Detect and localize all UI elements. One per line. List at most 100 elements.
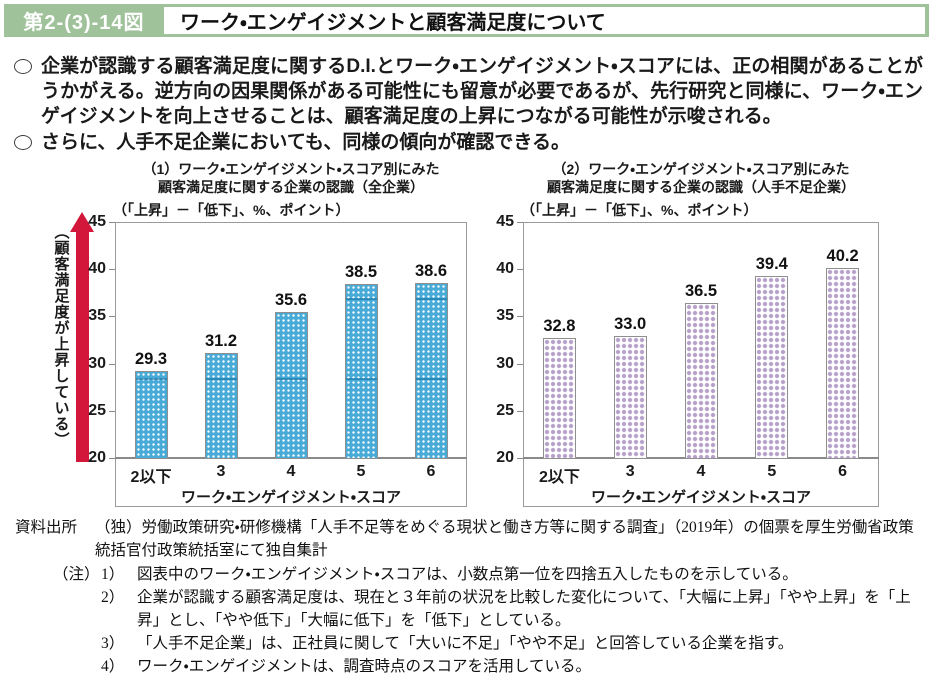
bar-value-label: 40.2: [826, 247, 859, 266]
y-tick-label: 40: [88, 260, 106, 278]
x-axis-title: ワーク・エンゲイジメント・スコア: [181, 489, 401, 506]
axis-unit-label: （「上昇」－「低下」、%、ポイント）: [113, 202, 350, 218]
note-text: 図表中のワーク・エンゲイジメント・スコアは、小数点第一位を四捨五入したものを示し…: [137, 566, 798, 583]
bar-value-label: 38.6: [414, 262, 448, 281]
bar-value-label: 39.4: [755, 254, 788, 273]
note-item: 1） 図表中のワーク・エンゲイジメント・スコアは、小数点第一位を四捨五入したもの…: [101, 563, 925, 586]
note-number: 2）: [101, 589, 125, 606]
y-tick-mark: [517, 222, 523, 223]
y-tick-label: 20: [88, 449, 106, 466]
plot-wrap: 20 25 30 35 40 45 ワーク・エンゲイジメント・スコア 29.3 31.2 35…: [77, 213, 467, 507]
bar-value-label: 29.3: [134, 350, 168, 369]
y-tick-label: 40: [496, 260, 514, 278]
x-axis-title: ワーク・エンゲイジメント・スコア: [591, 489, 811, 506]
plot-wrap: 20 25 30 35 40 45 ワーク・エンゲイジメント・スコア 32.8 33.0 36…: [485, 213, 879, 507]
y-tick-mark: [109, 222, 115, 223]
x-tick-labels: 2以下 3 4 5 6: [524, 463, 878, 487]
x-tick-labels: 2以下 3 4 5 6: [116, 463, 466, 487]
circle-bullet-icon: [14, 135, 32, 150]
y-tick-label: 25: [88, 401, 106, 419]
y-tick-mark: [517, 410, 523, 412]
axis-unit-label: （「上昇」－「低下」、%、ポイント）: [521, 202, 758, 218]
plot-area: ワーク・エンゲイジメント・スコア 29.3 31.2 35.6 38.5 38.6 2以下…: [115, 222, 467, 507]
y-tick-mark: [517, 316, 523, 318]
source-label: 資料出所: [15, 519, 78, 536]
note-item: 3） 「人手不足企業」は、正社員に関して「大いに不足」「やや不足」と回答している…: [101, 632, 925, 655]
notes-list: 1） 図表中のワーク・エンゲイジメント・スコアは、小数点第一位を四捨五入したもの…: [101, 563, 925, 678]
bar-value-label: 31.2: [204, 332, 238, 351]
plot-area: ワーク・エンゲイジメント・スコア 32.8 33.0 36.5 39.4 40.2 2以下…: [523, 222, 879, 507]
source-row: 資料出所 （独）労働政策研究・研修機構「人手不足等をめぐる現状と働き方等に関する…: [15, 516, 925, 562]
bar-value-label: 38.5: [344, 263, 378, 282]
y-tick-mark: [517, 458, 523, 459]
figure-title: ワーク・エンゲイジメントと顧客満足度について: [164, 7, 925, 34]
x-tick-label: 2以下: [130, 469, 172, 486]
bar: [204, 353, 238, 459]
figure-footer: 資料出所 （独）労働政策研究・研修機構「人手不足等をめぐる現状と働き方等に関する…: [15, 516, 925, 678]
chart-all-companies: （1）ワーク・エンゲイジメント・スコア別にみた 顧客満足度に関する企業の認識（全…: [77, 160, 467, 512]
bar: [826, 268, 860, 459]
note-text: 企業が認識する顧客満足度は、現在と３年前の状況を比較した変化について、「大幅に上…: [137, 589, 911, 629]
bar: [274, 311, 308, 459]
y-tick-mark: [109, 458, 115, 459]
x-tick-label: 2以下: [538, 469, 580, 486]
chart-title-line2: 顧客満足度に関する企業の認識（全企業）: [158, 179, 424, 195]
bullet-item: 企業が認識する顧客満足度に関するD.I.とワーク・エンゲイジメント・スコアには、…: [12, 54, 923, 129]
summary-bullets: 企業が認識する顧客満足度に関するD.I.とワーク・エンゲイジメント・スコアには、…: [12, 54, 923, 156]
up-arrow-icon: [76, 230, 89, 462]
bullet-item: さらに、人手不足企業においても、同様の傾向が確認できる。: [12, 130, 923, 155]
bar-value-label: 32.8: [543, 317, 576, 336]
y-axis-direction-label: （顧客満足度が上昇している）: [52, 224, 70, 448]
x-tick-label: 6: [838, 463, 848, 480]
bar: [414, 283, 448, 459]
chart-title-line1: （2）ワーク・エンゲイジメント・スコア別にみた: [552, 161, 850, 177]
bar: [134, 371, 168, 459]
y-tick-label: 30: [496, 354, 514, 372]
y-tick-label: 25: [496, 401, 514, 419]
y-tick-mark: [109, 316, 115, 318]
figure-number-label: 第2-(3)-14図: [23, 12, 145, 34]
x-tick-label: 5: [356, 463, 366, 480]
note-number: 1）: [101, 566, 125, 583]
bar-value-label: 36.5: [684, 282, 718, 301]
y-tick-label: 45: [496, 213, 514, 230]
y-tick-mark: [109, 269, 115, 271]
note-text: ワーク・エンゲイジメントは、調査時点のスコアを活用している。: [137, 658, 591, 675]
notes-label: （注）: [53, 566, 100, 583]
x-tick-label: 6: [426, 463, 436, 480]
bar: [542, 338, 576, 459]
x-tick-label: 5: [767, 463, 777, 480]
bar-value-label: 33.0: [614, 315, 647, 334]
note-text: 「人手不足企業」は、正社員に関して「大いに不足」「やや不足」と回答している企業を…: [137, 635, 794, 652]
bar: [684, 303, 718, 459]
bullet-text: さらに、人手不足企業においても、同様の傾向が確認できる。: [41, 132, 570, 153]
note-item: 2） 企業が認識する顧客満足度は、現在と３年前の状況を比較した変化について、「大…: [101, 586, 925, 632]
x-tick-label: 4: [696, 463, 706, 480]
y-tick-mark: [109, 363, 115, 365]
bullet-text: 企業が認識する顧客満足度に関するD.I.とワーク・エンゲイジメント・スコアには、…: [41, 56, 923, 127]
source-text: （独）労働政策研究・研修機構「人手不足等をめぐる現状と働き方等に関する調査」（2…: [95, 519, 914, 559]
note-number: 3）: [101, 635, 125, 652]
bar: [344, 284, 378, 459]
y-tick-label: 20: [496, 449, 514, 466]
charts-region: （顧客満足度が上昇している） （1）ワーク・エンゲイジメント・スコア別にみた 顧…: [0, 160, 933, 512]
chart-title-line1: （1）ワーク・エンゲイジメント・スコア別にみた: [142, 161, 440, 177]
circle-bullet-icon: [14, 59, 32, 74]
x-tick-label: 4: [286, 463, 296, 480]
notes-row: （注） 1） 図表中のワーク・エンゲイジメント・スコアは、小数点第一位を四捨五入…: [15, 563, 925, 678]
note-number: 4）: [101, 658, 125, 675]
figure-header: 第2-(3)-14図 ワーク・エンゲイジメントと顧客満足度について: [4, 4, 929, 37]
y-tick-label: 35: [88, 307, 106, 325]
x-tick-label: 3: [625, 463, 635, 480]
x-tick-label: 3: [216, 463, 226, 480]
y-tick-mark: [517, 363, 523, 365]
y-axis: 20 25 30 35 40 45: [77, 213, 115, 505]
y-tick-label: 30: [88, 354, 106, 372]
bar-value-label: 35.6: [274, 290, 308, 309]
up-arrow-icon: [70, 212, 94, 232]
y-tick-label: 35: [496, 307, 514, 325]
y-axis: 20 25 30 35 40 45: [485, 213, 523, 505]
note-item: 4） ワーク・エンゲイジメントは、調査時点のスコアを活用している。: [101, 655, 925, 678]
bar: [613, 336, 647, 459]
